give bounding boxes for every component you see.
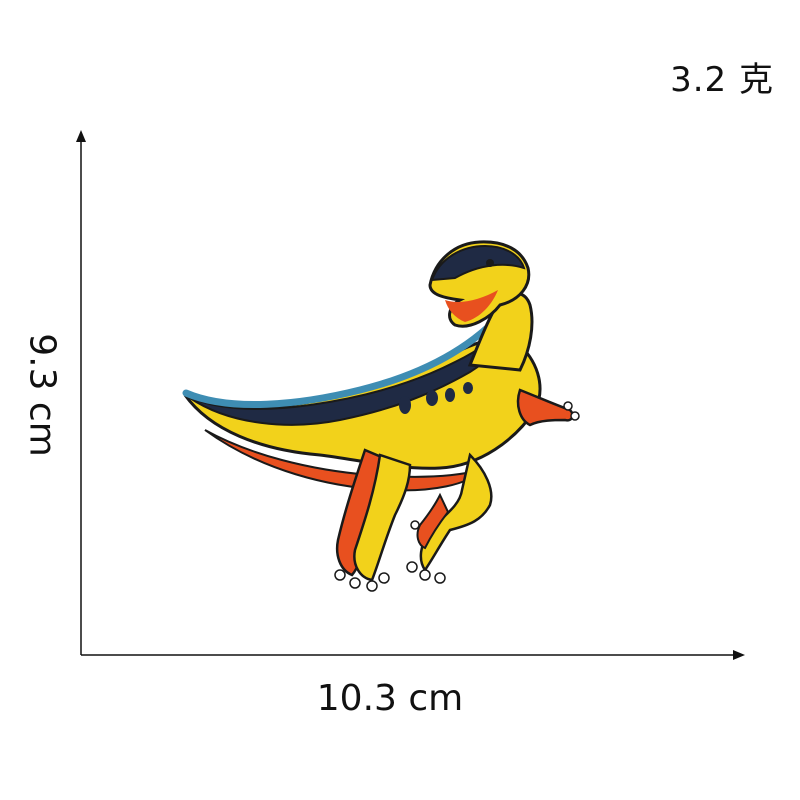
up-arrow-icon xyxy=(76,130,86,142)
dinosaur-arm xyxy=(516,388,574,427)
right-arrow-icon xyxy=(733,650,745,660)
width-dimension-label: 10.3 cm xyxy=(316,678,464,719)
weight-label: 3.2 克 xyxy=(670,60,774,100)
